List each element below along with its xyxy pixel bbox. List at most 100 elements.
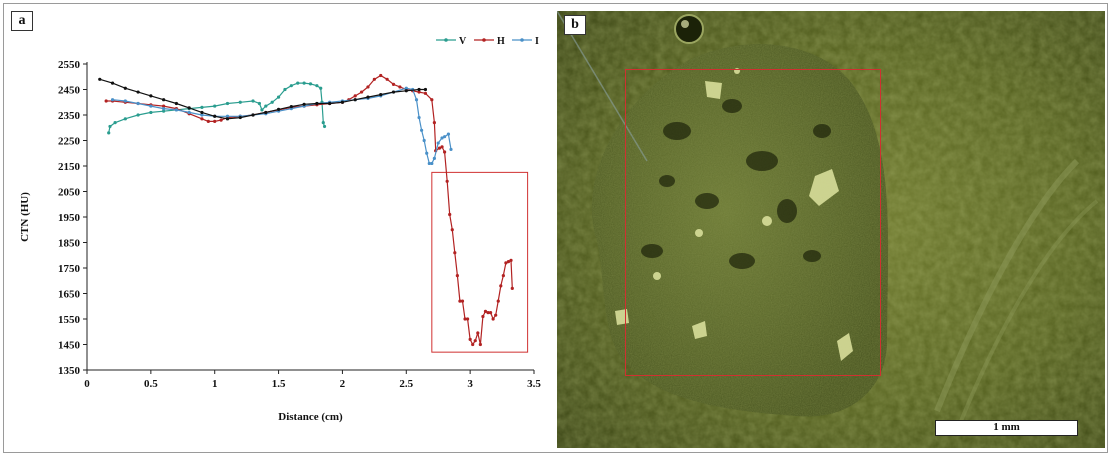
series-h-point <box>510 286 514 290</box>
series-unlabeled-point <box>238 115 242 120</box>
series-unlabeled-point <box>276 107 281 111</box>
series-h-point <box>432 121 436 125</box>
legend-i-label: I <box>535 36 539 47</box>
panel-b-label: b <box>564 15 586 35</box>
series-h-point <box>104 99 108 103</box>
series-h-point <box>481 314 485 319</box>
series-i-point <box>404 86 408 90</box>
y-tick-label: 2350 <box>58 110 81 122</box>
x-tick-label: 1 <box>212 378 218 390</box>
series-unlabeled-point <box>264 110 268 115</box>
series-h-point <box>488 311 493 315</box>
series-v-point <box>319 86 323 90</box>
series-h-point <box>458 299 462 303</box>
y-tick-label: 1950 <box>58 212 81 224</box>
figure-frame: 1350 1450 1550 1650 1750 1850 1950 2050 2150 2250… <box>3 3 1108 453</box>
series-v-point <box>257 101 262 106</box>
series-h-point <box>504 261 508 265</box>
series-v-point <box>322 124 327 129</box>
series-v-point <box>225 101 230 106</box>
series-h-point <box>476 331 480 335</box>
series-v-point <box>270 100 274 104</box>
series-v-point <box>264 104 268 108</box>
series-i-point <box>430 161 434 166</box>
series-h-point <box>450 228 454 232</box>
series-v-point <box>308 82 313 86</box>
series-v-point <box>136 113 140 117</box>
legend-v-marker <box>444 38 448 42</box>
series-h-point <box>468 337 472 341</box>
series-h-point <box>443 150 447 154</box>
line-chart: 1350 1450 1550 1650 1750 1850 1950 2050 2150 2250… <box>19 36 541 423</box>
series-h-point <box>366 85 370 89</box>
panel-a-chart: 1350 1450 1550 1650 1750 1850 1950 2050 2150 2250… <box>4 4 556 454</box>
series-v-point <box>107 131 111 135</box>
x-tick-label: 3.5 <box>527 378 541 390</box>
series-h-point <box>200 117 204 121</box>
series-i-point <box>123 99 127 103</box>
y-tick-label: 1450 <box>58 340 81 352</box>
series-h-point <box>213 119 217 123</box>
panel-a-label: a <box>11 11 33 31</box>
series-h-point <box>437 146 442 150</box>
x-tick-label: 0 <box>84 378 90 390</box>
series-h-point <box>499 284 503 288</box>
y-tick-label: 1350 <box>58 365 81 377</box>
series-h-point <box>501 274 505 278</box>
legend-h-label: H <box>497 36 505 47</box>
series-h-point <box>219 118 223 122</box>
series-h-point <box>453 251 457 255</box>
series-v-point <box>315 84 319 88</box>
series-h-point <box>496 299 500 303</box>
highlight-box <box>431 171 529 353</box>
x-tick-label: 0.5 <box>144 378 158 390</box>
series-unlabeled-point <box>149 94 153 98</box>
series-unlabeled-point <box>174 101 178 106</box>
x-tick-label: 2.5 <box>399 378 413 390</box>
series-i-point <box>200 113 204 117</box>
series-unlabeled-point <box>225 117 230 121</box>
series-unlabeled-point <box>423 87 428 92</box>
y-tick-label: 2250 <box>58 136 81 148</box>
series-h-point <box>509 258 513 262</box>
series-v-point <box>283 87 287 92</box>
series-unlabeled-point <box>404 89 408 93</box>
series-h-point <box>478 342 482 347</box>
series-h-point <box>372 77 376 81</box>
series-h-point <box>471 342 475 347</box>
series-h-point <box>463 317 467 321</box>
series-i-point <box>449 147 453 152</box>
series-unlabeled-point <box>328 101 332 106</box>
series-i-point <box>422 138 426 143</box>
series-unlabeled-point <box>98 77 102 81</box>
y-axis-label: CTN (HU) <box>19 192 31 242</box>
legend-i-marker <box>520 38 524 42</box>
legend-h-marker <box>482 38 486 42</box>
series-v-point <box>162 109 166 113</box>
series-v-point <box>108 124 112 129</box>
y-tick-label: 1850 <box>58 238 81 250</box>
series-h-point <box>379 73 383 78</box>
series-v-point <box>289 84 293 88</box>
series-h-point <box>465 317 470 321</box>
series-unlabeled-point <box>110 81 115 85</box>
series-h-point <box>491 317 495 321</box>
region-of-interest-box <box>625 69 881 376</box>
series-h-point <box>440 145 444 149</box>
series-i-point <box>417 115 421 120</box>
series-unlabeled-point <box>200 110 204 115</box>
series-h-point <box>483 309 488 313</box>
y-tick-label: 2150 <box>58 161 81 173</box>
series-i-point <box>414 98 419 102</box>
legend-v-label: V <box>459 36 467 47</box>
series-v-point <box>296 81 300 85</box>
series-h-point <box>385 77 389 81</box>
series-i-point <box>427 161 431 166</box>
y-tick-label: 2550 <box>58 59 81 71</box>
series-i-point <box>174 108 178 112</box>
series-v-point <box>200 105 204 109</box>
series-h-point <box>448 212 452 217</box>
y-tick-label: 1550 <box>58 314 81 326</box>
series-h-point <box>417 90 421 94</box>
series-h-point <box>162 104 166 108</box>
